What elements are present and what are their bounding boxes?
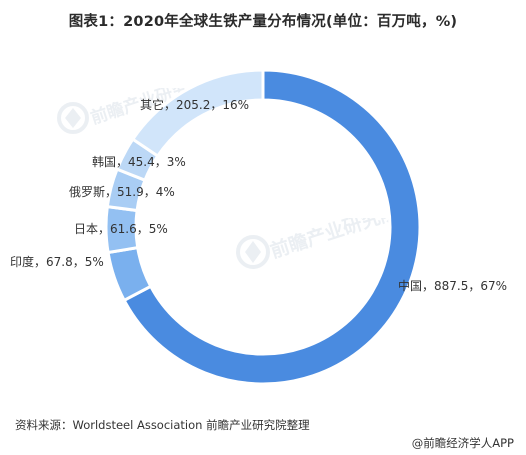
chart-title: 图表1：2020年全球生铁产量分布情况(单位：百万吨，%) <box>68 14 458 30</box>
donut-slice <box>130 68 265 159</box>
credit-note: @前瞻经济学人APP <box>411 436 514 450</box>
source-note: 资料来源：Worldsteel Association 前瞻产业研究院整理 <box>15 418 310 432</box>
data-label: 日本，61.6，5% <box>74 222 168 236</box>
donut-slice <box>122 68 422 386</box>
data-label: 印度，67.8，5% <box>10 254 104 269</box>
data-label: 俄罗斯，51.9，4% <box>69 185 175 199</box>
data-label: 其它，205.2，16% <box>140 97 249 112</box>
data-label: 韩国，45.4，3% <box>92 154 186 169</box>
data-label: 中国，887.5，67% <box>398 278 507 293</box>
